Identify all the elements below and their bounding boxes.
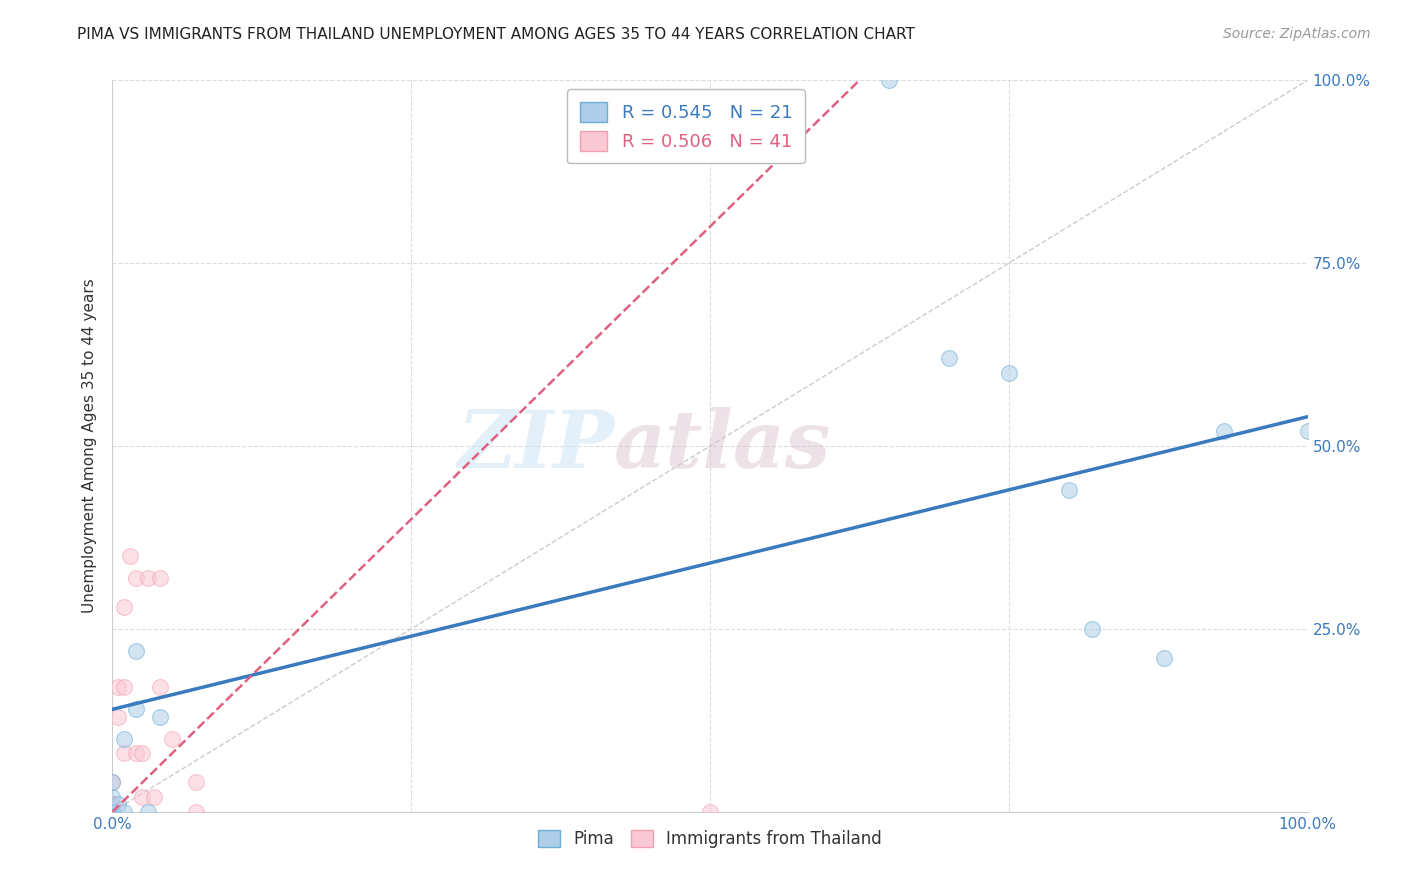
Text: ZIP: ZIP bbox=[457, 408, 614, 484]
Point bbox=[699, 805, 721, 819]
Point bbox=[125, 644, 148, 658]
Point bbox=[101, 805, 124, 819]
Point bbox=[149, 571, 172, 585]
Point bbox=[101, 805, 124, 819]
Point bbox=[1213, 425, 1236, 439]
Point bbox=[101, 805, 124, 819]
Point bbox=[186, 805, 208, 819]
Point bbox=[1081, 622, 1104, 636]
Point bbox=[149, 709, 172, 723]
Point bbox=[107, 797, 129, 812]
Point bbox=[101, 805, 124, 819]
Point bbox=[149, 681, 172, 695]
Text: PIMA VS IMMIGRANTS FROM THAILAND UNEMPLOYMENT AMONG AGES 35 TO 44 YEARS CORRELAT: PIMA VS IMMIGRANTS FROM THAILAND UNEMPLO… bbox=[77, 27, 915, 42]
Point bbox=[125, 571, 148, 585]
Point bbox=[101, 805, 124, 819]
Point bbox=[101, 797, 124, 812]
Point bbox=[114, 731, 135, 746]
Point bbox=[107, 709, 129, 723]
Point bbox=[938, 351, 960, 366]
Point bbox=[101, 805, 124, 819]
Y-axis label: Unemployment Among Ages 35 to 44 years: Unemployment Among Ages 35 to 44 years bbox=[82, 278, 97, 614]
Point bbox=[114, 805, 135, 819]
Text: atlas: atlas bbox=[614, 408, 832, 484]
Point bbox=[101, 775, 124, 789]
Point bbox=[162, 731, 183, 746]
Point bbox=[101, 805, 124, 819]
Point bbox=[101, 805, 124, 819]
Point bbox=[101, 805, 124, 819]
Point bbox=[138, 571, 160, 585]
Point bbox=[186, 775, 208, 789]
Point bbox=[101, 775, 124, 789]
Point bbox=[101, 805, 124, 819]
Point bbox=[114, 599, 135, 614]
Text: Source: ZipAtlas.com: Source: ZipAtlas.com bbox=[1223, 27, 1371, 41]
Point bbox=[1296, 425, 1319, 439]
Point bbox=[101, 805, 124, 819]
Point bbox=[131, 746, 153, 760]
Point bbox=[1153, 651, 1175, 665]
Point bbox=[101, 790, 124, 805]
Point bbox=[998, 366, 1021, 380]
Point bbox=[101, 805, 124, 819]
Point bbox=[101, 797, 124, 812]
Point bbox=[101, 805, 124, 819]
Point bbox=[101, 805, 124, 819]
Point bbox=[125, 702, 148, 716]
Point bbox=[120, 549, 142, 563]
Legend: Pima, Immigrants from Thailand: Pima, Immigrants from Thailand bbox=[531, 823, 889, 855]
Point bbox=[101, 805, 124, 819]
Point bbox=[101, 797, 124, 812]
Point bbox=[101, 797, 124, 812]
Point bbox=[101, 805, 124, 819]
Point bbox=[879, 73, 901, 87]
Point bbox=[101, 805, 124, 819]
Point bbox=[101, 805, 124, 819]
Point bbox=[101, 805, 124, 819]
Point bbox=[125, 746, 148, 760]
Point bbox=[138, 805, 160, 819]
Point bbox=[143, 790, 166, 805]
Point bbox=[101, 805, 124, 819]
Point bbox=[1057, 483, 1080, 497]
Point bbox=[114, 746, 135, 760]
Point bbox=[107, 681, 129, 695]
Point bbox=[101, 805, 124, 819]
Point bbox=[131, 790, 153, 805]
Point bbox=[101, 805, 124, 819]
Point bbox=[114, 681, 135, 695]
